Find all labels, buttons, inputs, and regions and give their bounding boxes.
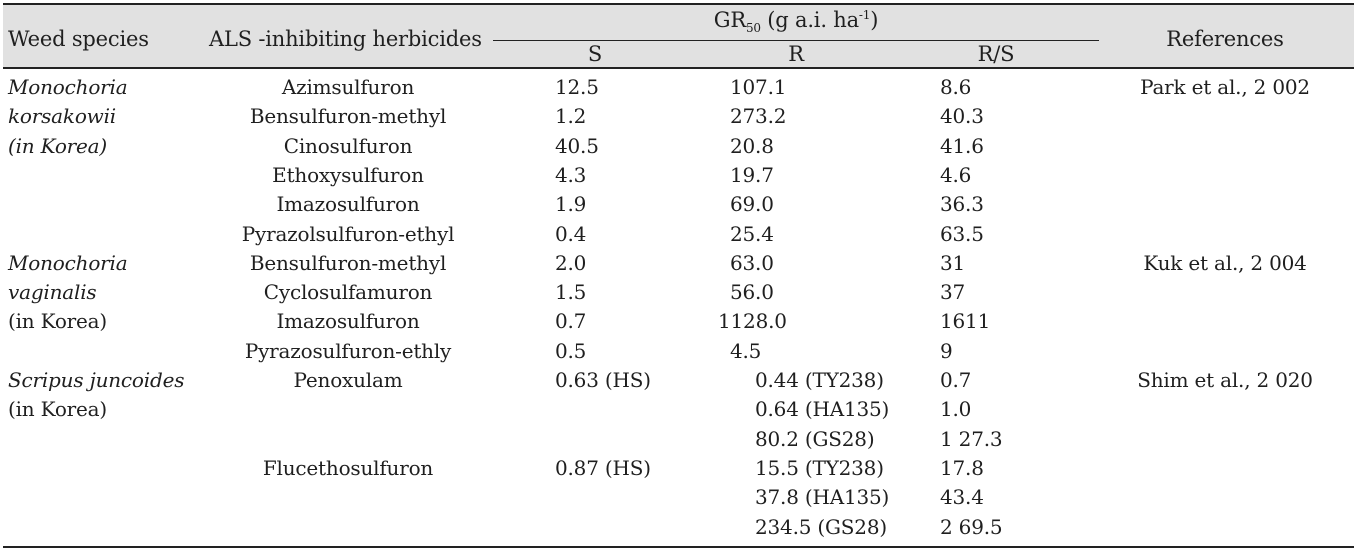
value-rs: 41.6 [940,133,984,158]
value-s: 40.5 [555,133,599,158]
value-r: 37.8 (HA135) [755,485,890,510]
value-rs: 0.7 [940,368,972,392]
herbicide-name: Pyrazosulfuron-ethly [244,338,452,363]
header-s: S [587,42,603,66]
value-rs: 37 [940,280,966,305]
value-r: 69.0 [730,192,774,217]
value-r: 15.5 (TY238) [755,455,884,480]
value-r: 20.8 [730,133,774,158]
value-r: 0.44 (TY238) [755,368,884,392]
header-rule [3,67,1354,69]
weed-species-line: Monochoria [8,75,128,99]
value-s: 2.0 [555,250,587,275]
value-rs: 40.3 [940,104,984,129]
value-r: 273.2 [730,104,787,129]
weed-species-line: Monochoria [8,250,128,275]
header-weed-species: Weed species [8,27,149,51]
weed-species-line: korsakowii [8,104,116,129]
table-header-background [3,4,1354,68]
gr50-subscript: 50 [745,21,761,36]
value-r: 63.0 [730,250,774,275]
value-r: 0.64 (HA135) [755,397,890,422]
herbicide-name: Pyrazolsulfuron-ethyl [241,221,455,246]
value-rs: 8.6 [940,75,972,99]
value-r: 80.2 (GS28) [755,426,875,451]
value-rs: 1.0 [940,397,972,422]
gr50-units: (g a.i. ha [760,8,859,32]
header-gr50: GR50 (g a.i. ha-1) [493,6,1099,35]
value-rs: 4.6 [940,162,972,187]
weed-species-line: (in Korea) [8,133,108,158]
herbicide-name: Bensulfuron-methyl [249,104,447,129]
gr50-units-close: ) [870,8,879,32]
gr50-group-rule [493,40,1099,41]
weed-species-line: (in Korea) [8,309,108,334]
herbicide-name: Imazosulfuron [276,309,420,334]
herbicide-name: Cyclosulfamuron [263,280,433,305]
herbicide-name: Imazosulfuron [276,192,420,217]
value-rs: 36.3 [940,192,984,217]
value-r: 4.5 [730,338,762,363]
herbicide-name: Cinosulfuron [283,133,413,158]
value-r: 107.1 [730,75,787,99]
header-references: References [1166,27,1284,51]
value-s: 0.63 (HS) [555,368,651,392]
header-rs: R/S [977,42,1015,66]
reference: Park et al., 2 002 [1140,75,1310,99]
value-rs: 1 27.3 [940,426,1003,451]
value-r: 25.4 [730,221,774,246]
value-rs: 1611 [940,309,991,334]
top-rule [3,3,1354,5]
value-s: 1.2 [555,104,587,129]
header-r: R [788,42,804,66]
value-r: 19.7 [730,162,774,187]
value-s: 0.4 [555,221,587,246]
herbicide-name: Ethoxysulfuron [272,162,424,187]
herbicide-name: Penoxulam [293,368,403,392]
weed-species-line: Scripus juncoides [8,368,185,392]
value-s: 0.5 [555,338,587,363]
value-s: 4.3 [555,162,587,187]
value-rs: 2 69.5 [940,514,1003,539]
value-rs: 9 [940,338,953,363]
value-s: 12.5 [555,75,599,99]
header-herbicides: ALS -inhibiting herbicides [209,27,482,51]
reference: Kuk et al., 2 004 [1143,250,1307,275]
value-rs: 17.8 [940,455,984,480]
value-r: 56.0 [730,280,774,305]
value-rs: 43.4 [940,485,984,510]
herbicide-name: Flucethosulfuron [262,455,434,480]
value-r: 234.5 (GS28) [755,514,887,539]
bottom-rule [3,546,1354,548]
value-rs: 63.5 [940,221,984,246]
gr50-units-superscript: -1 [858,8,871,22]
value-s: 0.87 (HS) [555,455,651,480]
value-s: 0.7 [555,309,587,334]
value-rs: 31 [940,250,966,275]
reference: Shim et al., 2 020 [1137,368,1313,392]
herbicide-name: Azimsulfuron [281,75,415,99]
value-r: 1128.0 [718,309,787,334]
weed-species-line: vaginalis [8,280,97,305]
gr50-label: GR [713,8,746,32]
value-s: 1.9 [555,192,587,217]
herbicide-name: Bensulfuron-methyl [249,250,447,275]
value-s: 1.5 [555,280,587,305]
weed-species-line: (in Korea) [8,397,108,422]
